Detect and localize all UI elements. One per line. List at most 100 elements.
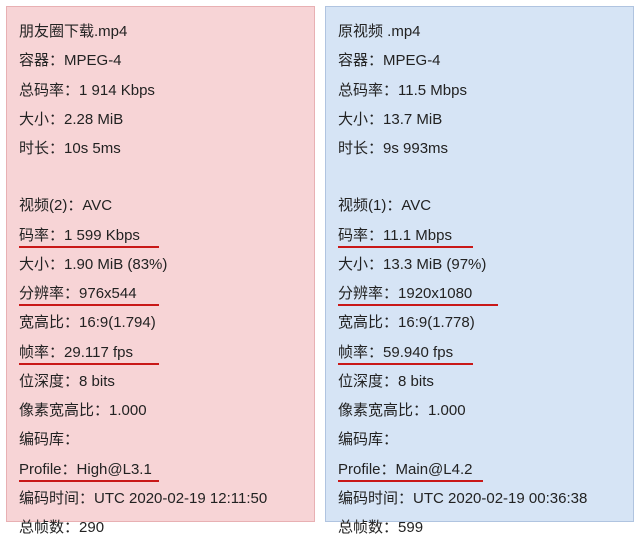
aspect-row: 宽高比：16:9(1.794) bbox=[19, 308, 302, 337]
bitrate-row: 码率：11.1 Mbps bbox=[338, 221, 621, 250]
codec-label: 编码库： bbox=[338, 431, 398, 448]
size-label: 大小： bbox=[338, 111, 383, 128]
video-header: 视频(2)：AVC bbox=[19, 191, 302, 220]
duration-value: 9s 993ms bbox=[383, 140, 448, 157]
par-row: 像素宽高比：1.000 bbox=[19, 396, 302, 425]
profile-row: Profile：Main@L4.2 bbox=[338, 455, 621, 484]
vsize-label: 大小： bbox=[19, 256, 64, 273]
bitdepth-value: 8 bits bbox=[79, 373, 115, 390]
container-label: 容器： bbox=[19, 52, 64, 69]
aspect-value: 16:9(1.794) bbox=[79, 314, 156, 331]
resolution-value: 1920x1080 bbox=[398, 285, 472, 302]
filename-value: 原视频 .mp4 bbox=[338, 23, 421, 40]
underline-marker bbox=[19, 363, 159, 365]
par-row: 像素宽高比：1.000 bbox=[338, 396, 621, 425]
bitrate-value: 1 599 Kbps bbox=[64, 227, 140, 244]
bitrate-value: 11.1 Mbps bbox=[383, 227, 452, 244]
bitdepth-row: 位深度：8 bits bbox=[338, 367, 621, 396]
size-value: 2.28 MiB bbox=[64, 111, 123, 128]
enctime-label: 编码时间： bbox=[338, 490, 413, 507]
video-header-value: 视频(1)：AVC bbox=[338, 197, 431, 214]
section-gap bbox=[338, 163, 621, 191]
enctime-label: 编码时间： bbox=[19, 490, 94, 507]
vsize-value: 13.3 MiB (97%) bbox=[383, 256, 486, 273]
aspect-label: 宽高比： bbox=[19, 314, 79, 331]
par-value: 1.000 bbox=[109, 402, 147, 419]
container-value: MPEG-4 bbox=[64, 52, 122, 69]
duration-label: 时长： bbox=[338, 140, 383, 157]
duration-label: 时长： bbox=[19, 140, 64, 157]
duration-row: 时长：10s 5ms bbox=[19, 134, 302, 163]
resolution-value: 976x544 bbox=[79, 285, 137, 302]
bitrate-label: 码率： bbox=[338, 227, 383, 244]
underline-marker bbox=[338, 480, 483, 482]
aspect-value: 16:9(1.778) bbox=[398, 314, 475, 331]
codec-row: 编码库： bbox=[338, 425, 621, 454]
codec-label: 编码库： bbox=[19, 431, 79, 448]
vsize-row: 大小：1.90 MiB (83%) bbox=[19, 250, 302, 279]
vsize-value: 1.90 MiB (83%) bbox=[64, 256, 167, 273]
underline-marker bbox=[19, 246, 159, 248]
section-gap bbox=[19, 163, 302, 191]
fps-row: 帧率：59.940 fps bbox=[338, 338, 621, 367]
par-value: 1.000 bbox=[428, 402, 466, 419]
fps-value: 59.940 fps bbox=[383, 344, 453, 361]
bitdepth-label: 位深度： bbox=[19, 373, 79, 390]
vsize-label: 大小： bbox=[338, 256, 383, 273]
fps-label: 帧率： bbox=[19, 344, 64, 361]
container-value: MPEG-4 bbox=[383, 52, 441, 69]
filename-value: 朋友圈下载.mp4 bbox=[19, 23, 127, 40]
duration-row: 时长：9s 993ms bbox=[338, 134, 621, 163]
size-row: 大小：2.28 MiB bbox=[19, 105, 302, 134]
container-row: 容器：MPEG-4 bbox=[338, 46, 621, 75]
total-bitrate-row: 总码率：11.5 Mbps bbox=[338, 76, 621, 105]
container-label: 容器： bbox=[338, 52, 383, 69]
aspect-label: 宽高比： bbox=[338, 314, 398, 331]
profile-label: Profile： bbox=[19, 461, 77, 478]
total-bitrate-row: 总码率：1 914 Kbps bbox=[19, 76, 302, 105]
bitdepth-label: 位深度： bbox=[338, 373, 398, 390]
duration-value: 10s 5ms bbox=[64, 140, 121, 157]
codec-row: 编码库： bbox=[19, 425, 302, 454]
video-header-value: 视频(2)：AVC bbox=[19, 197, 112, 214]
aspect-row: 宽高比：16:9(1.778) bbox=[338, 308, 621, 337]
total-bitrate-value: 11.5 Mbps bbox=[398, 82, 467, 99]
container-row: 容器：MPEG-4 bbox=[19, 46, 302, 75]
profile-row: Profile：High@L3.1 bbox=[19, 455, 302, 484]
bitrate-label: 码率： bbox=[19, 227, 64, 244]
enctime-row: 编码时间：UTC 2020-02-19 00:36:38 bbox=[338, 484, 621, 513]
filename: 原视频 .mp4 bbox=[338, 17, 621, 46]
total-bitrate-value: 1 914 Kbps bbox=[79, 82, 155, 99]
underline-marker bbox=[338, 363, 473, 365]
resolution-row: 分辨率：976x544 bbox=[19, 279, 302, 308]
profile-value: High@L3.1 bbox=[77, 461, 152, 478]
underline-marker bbox=[338, 304, 498, 306]
resolution-label: 分辨率： bbox=[338, 285, 398, 302]
enctime-row: 编码时间：UTC 2020-02-19 12:11:50 bbox=[19, 484, 302, 513]
total-bitrate-label: 总码率： bbox=[338, 82, 398, 99]
total-bitrate-label: 总码率： bbox=[19, 82, 79, 99]
resolution-row: 分辨率：1920x1080 bbox=[338, 279, 621, 308]
enctime-value: UTC 2020-02-19 12:11:50 bbox=[94, 490, 267, 507]
video-header: 视频(1)：AVC bbox=[338, 191, 621, 220]
enctime-value: UTC 2020-02-19 00:36:38 bbox=[413, 490, 587, 507]
vsize-row: 大小：13.3 MiB (97%) bbox=[338, 250, 621, 279]
media-info-panel-left: 朋友圈下载.mp4 容器：MPEG-4 总码率：1 914 Kbps 大小：2.… bbox=[6, 6, 315, 522]
par-label: 像素宽高比： bbox=[338, 402, 428, 419]
bitdepth-value: 8 bits bbox=[398, 373, 434, 390]
fps-label: 帧率： bbox=[338, 344, 383, 361]
underline-marker bbox=[19, 480, 159, 482]
media-info-panel-right: 原视频 .mp4 容器：MPEG-4 总码率：11.5 Mbps 大小：13.7… bbox=[325, 6, 634, 522]
profile-value: Main@L4.2 bbox=[396, 461, 473, 478]
bitdepth-row: 位深度：8 bits bbox=[19, 367, 302, 396]
underline-marker bbox=[338, 246, 473, 248]
filename: 朋友圈下载.mp4 bbox=[19, 17, 302, 46]
bitrate-row: 码率：1 599 Kbps bbox=[19, 221, 302, 250]
size-row: 大小：13.7 MiB bbox=[338, 105, 621, 134]
fps-row: 帧率：29.117 fps bbox=[19, 338, 302, 367]
resolution-label: 分辨率： bbox=[19, 285, 79, 302]
fps-value: 29.117 fps bbox=[64, 344, 133, 361]
size-value: 13.7 MiB bbox=[383, 111, 442, 128]
profile-label: Profile： bbox=[338, 461, 396, 478]
size-label: 大小： bbox=[19, 111, 64, 128]
